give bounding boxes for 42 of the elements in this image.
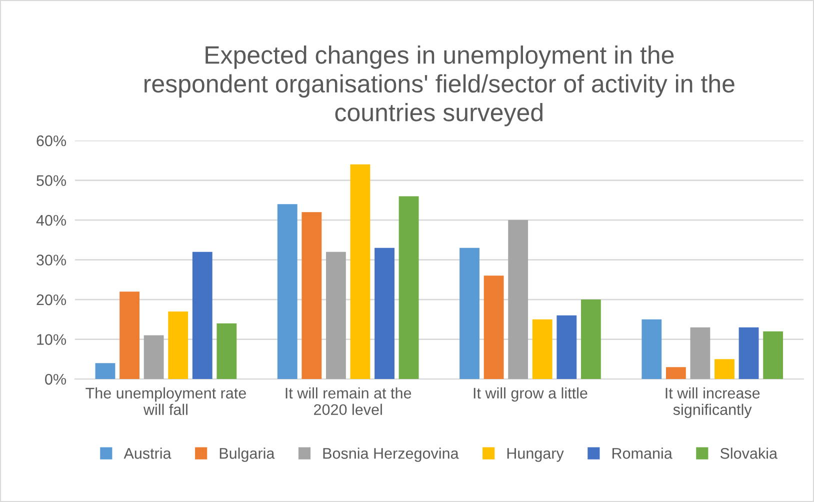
y-tick-label: 40% [36,214,66,226]
bar [532,319,552,380]
bar [398,196,419,380]
y-tick-label: 60% [36,135,66,146]
bar [95,363,116,380]
bar [580,300,601,380]
legend-label: Bosnia Herzegovina [323,448,459,462]
bar [168,311,188,380]
y-tick-label: 50% [36,175,66,186]
bar [484,276,504,380]
bar [508,220,528,380]
y-tick-label: 20% [36,294,66,306]
legend-label: Austria [124,448,172,459]
bar [277,204,298,380]
bar [326,252,346,380]
y-tick-label: 0% [45,374,66,385]
bar [192,252,212,380]
bar [714,359,734,380]
bar [690,327,710,380]
legend-label: Slovakia [720,448,778,459]
x-tick-label: It will grow a little [474,387,588,402]
legend-label: Bulgaria [220,448,275,462]
bar [460,248,480,380]
x-tick-label: The unemployment rate will fall [86,387,246,416]
bar [350,164,370,380]
bar [120,292,140,380]
y-tick-label: 30% [36,254,66,266]
legend-label: Hungary [507,448,564,462]
bar [216,323,237,380]
bar [374,248,394,380]
chart-title: Expected changes in unemployment in the respondent organisations' field/sector of activity in the countries surveyed [144,46,734,126]
bar [763,331,784,380]
bar [666,367,686,380]
legend-label: Romania [612,448,672,459]
x-tick-label: It will increase significantly [666,387,760,418]
x-tick-label: It will remain at the 2020 level [286,387,412,416]
y-tick-label: 10% [37,334,66,345]
bar [738,327,759,380]
bar [302,212,322,380]
bar [144,335,164,380]
bar [642,319,662,380]
bar [556,315,577,380]
